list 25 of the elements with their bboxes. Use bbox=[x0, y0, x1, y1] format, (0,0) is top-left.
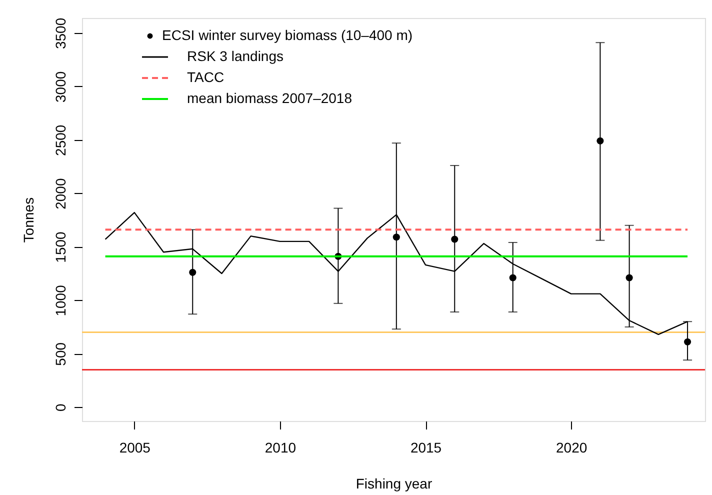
point bbox=[509, 274, 516, 282]
x-tick-label: 2015 bbox=[410, 440, 442, 456]
y-tick-label: 500 bbox=[52, 342, 68, 366]
y-tick-label: 2000 bbox=[52, 178, 68, 210]
y-tick-label: 1000 bbox=[52, 284, 68, 316]
point bbox=[684, 338, 692, 346]
point bbox=[451, 236, 458, 243]
legend-label: TACC bbox=[187, 69, 224, 85]
y-tick-label: 1500 bbox=[52, 231, 68, 263]
y-tick-label: 0 bbox=[52, 404, 68, 412]
point bbox=[392, 234, 400, 241]
x-axis-title: Fishing year bbox=[356, 476, 432, 492]
legend-label: RSK 3 landings bbox=[187, 48, 284, 64]
y-axis-title: Tonnes bbox=[20, 197, 36, 243]
legend-label: ECSI winter survey biomass (10–400 m) bbox=[162, 27, 413, 43]
point bbox=[596, 137, 604, 144]
point bbox=[189, 268, 196, 276]
x-tick-label: 2005 bbox=[119, 440, 151, 456]
x-tick-label: 2020 bbox=[556, 440, 588, 456]
y-tick-label: 2500 bbox=[52, 124, 68, 156]
y-tick-label: 3500 bbox=[52, 18, 68, 50]
legend-label: mean biomass 2007–2018 bbox=[187, 90, 352, 106]
x-tick-label: 2010 bbox=[264, 440, 296, 456]
y-tick-label: 3000 bbox=[52, 71, 68, 102]
point bbox=[626, 274, 633, 282]
